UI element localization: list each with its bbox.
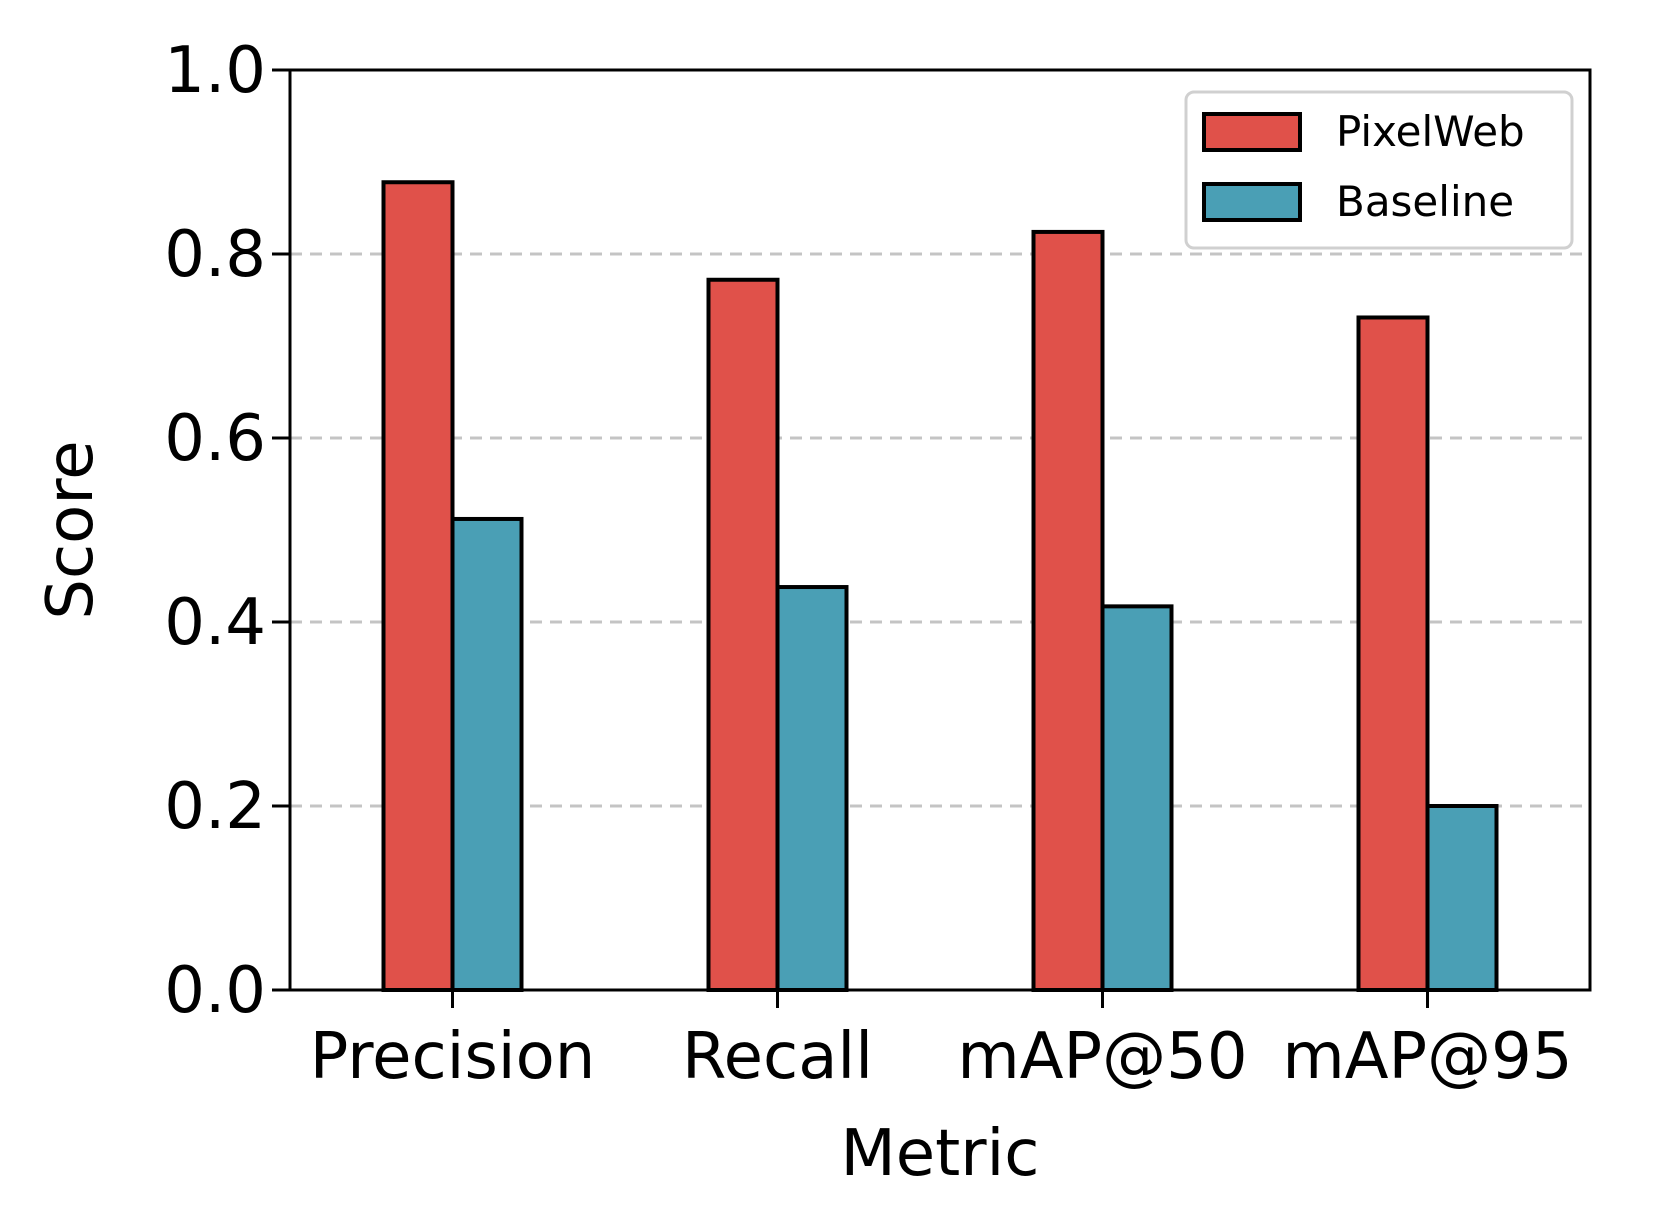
legend-label-pixelweb: PixelWeb — [1336, 107, 1525, 156]
bar-baseline-0 — [450, 516, 524, 993]
legend-swatch-pixelweb — [1202, 112, 1302, 152]
y-axis: 0.0 0.2 0.4 0.6 0.8 1.0 — [164, 34, 290, 1028]
x-axis-label: Metric — [841, 1117, 1040, 1191]
bar-pixelweb-3 — [1356, 315, 1430, 993]
x-tick-label: mAP@95 — [1282, 1020, 1572, 1094]
bar-baseline-3 — [1425, 804, 1499, 992]
bar-pixelweb-0 — [381, 180, 455, 993]
y-tick-label: 0.8 — [164, 218, 266, 292]
legend: PixelWeb Baseline — [1184, 90, 1574, 250]
x-axis: Precision Recall mAP@50 mAP@95 — [310, 990, 1573, 1094]
plot-frame — [288, 68, 1592, 992]
y-tick-label: 0.2 — [164, 770, 266, 844]
bars — [381, 180, 1499, 993]
y-tick-label: 0.4 — [164, 586, 266, 660]
bar-baseline-1 — [775, 585, 849, 992]
bar-pixelweb-2 — [1031, 229, 1105, 993]
x-tick-label: mAP@50 — [957, 1020, 1247, 1094]
y-tick-label: 0.0 — [164, 954, 266, 1028]
x-tick-label: Precision — [310, 1020, 596, 1094]
x-tick-label: Recall — [682, 1020, 873, 1094]
y-tick-label: 0.6 — [164, 402, 266, 476]
bar-baseline-2 — [1100, 604, 1174, 992]
bar-pixelweb-1 — [706, 277, 780, 992]
legend-label-baseline: Baseline — [1336, 177, 1514, 226]
legend-swatch-baseline — [1202, 182, 1302, 222]
y-tick-label: 1.0 — [164, 34, 266, 108]
y-axis-label: Score — [34, 440, 108, 619]
